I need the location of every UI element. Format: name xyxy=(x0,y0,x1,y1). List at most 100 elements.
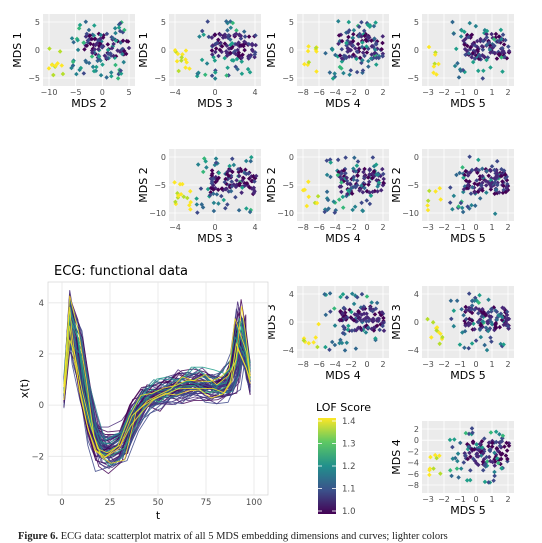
y-tick-label: −10 xyxy=(277,209,294,218)
scatter-point xyxy=(120,51,125,57)
x-tick-label: 0 xyxy=(473,88,478,97)
scatter-point xyxy=(467,179,472,184)
scatter-point xyxy=(480,188,485,193)
scatter-point xyxy=(323,312,329,318)
scatter-point xyxy=(332,306,337,311)
x-tick-label: 1 xyxy=(489,495,494,504)
scatter-point xyxy=(92,36,98,41)
scatter-point xyxy=(480,319,486,324)
scatter-point xyxy=(433,189,438,194)
scatter-point xyxy=(374,300,380,306)
scatter-point xyxy=(324,172,330,178)
scatter-point xyxy=(249,47,255,52)
scatter-point xyxy=(344,295,350,300)
scatter-point xyxy=(204,61,210,66)
scatter-panel-p14: −8 −6 −4 −2 0 2 5 0 −5 MDS 4 MDS 1 xyxy=(265,14,389,110)
scatter-point xyxy=(494,56,500,61)
scatter-point xyxy=(364,44,369,49)
scatter-point xyxy=(209,35,215,40)
y-tick-label: 0 xyxy=(39,401,44,411)
scatter-point xyxy=(469,303,475,308)
scatter-points xyxy=(427,426,512,485)
scatter-point xyxy=(349,291,355,297)
scatter-point xyxy=(469,202,474,208)
scatter-point xyxy=(100,62,105,67)
scatter-point xyxy=(437,341,442,347)
x-tick-label: 2 xyxy=(505,88,510,97)
y-axis-label: MDS 1 xyxy=(137,32,150,67)
scatter-point xyxy=(491,43,497,48)
x-tick-label: 0 xyxy=(473,360,478,369)
scatter-point xyxy=(78,65,84,71)
scatter-points xyxy=(46,19,132,81)
y-tick-label: 5 xyxy=(35,18,40,27)
scatter-point xyxy=(331,199,336,204)
scatter-point xyxy=(505,456,510,462)
scatter-point xyxy=(232,32,237,38)
scatter-point xyxy=(480,166,485,172)
scatter-point xyxy=(349,309,354,315)
y-tick-label: −8 xyxy=(407,481,419,490)
scatter-point xyxy=(376,316,382,322)
scatter-point xyxy=(356,309,361,314)
x-tick-label: 0 xyxy=(473,223,478,232)
caption-text: ECG data: scatterplot matrix of all 5 MD… xyxy=(60,531,448,542)
scatter-point xyxy=(125,39,131,44)
x-tick-label: −1 xyxy=(454,223,466,232)
scatter-point xyxy=(234,56,240,62)
scatter-point xyxy=(332,342,338,348)
scatter-point xyxy=(242,39,247,45)
y-tick-label: 0 xyxy=(289,318,294,327)
x-axis-label: MDS 4 xyxy=(325,97,360,110)
scatter-point xyxy=(205,19,210,24)
scatter-point xyxy=(486,480,491,485)
scatter-point xyxy=(342,348,348,353)
scatter-point xyxy=(237,32,242,37)
scatter-point xyxy=(492,469,497,475)
scatter-point xyxy=(212,32,218,38)
scatter-point xyxy=(492,191,497,197)
scatter-point xyxy=(476,310,481,316)
scatter-point xyxy=(374,323,380,329)
scatter-point xyxy=(341,324,346,329)
scatter-point xyxy=(467,321,473,327)
scatter-point xyxy=(59,63,65,68)
scatter-points xyxy=(172,19,258,81)
scatter-point xyxy=(99,44,105,49)
scatter-point xyxy=(461,175,466,180)
scatter-point xyxy=(302,61,307,67)
scatter-point xyxy=(497,443,503,449)
scatter-point xyxy=(91,68,97,74)
scatter-point xyxy=(427,472,432,478)
scatter-point xyxy=(108,51,113,56)
scatter-point xyxy=(362,185,367,191)
scatter-point xyxy=(241,43,246,49)
scatter-point xyxy=(339,317,344,323)
scatter-point xyxy=(477,292,482,298)
scatter-point xyxy=(496,313,501,318)
lof-legend: LOF Score 1.4 1.3 1.2 1.1 1.0 xyxy=(316,401,371,517)
x-tick-label: −6 xyxy=(313,360,325,369)
scatter-point xyxy=(229,58,235,63)
scatter-point xyxy=(464,478,470,483)
x-tick-label: 2 xyxy=(380,360,385,369)
scatter-point xyxy=(468,468,473,473)
x-axis-label: MDS 5 xyxy=(450,232,485,245)
x-tick-label: −4 xyxy=(169,223,181,232)
scatter-point xyxy=(355,295,360,300)
scatter-point xyxy=(370,155,376,160)
scatter-point xyxy=(469,307,474,312)
scatter-point xyxy=(494,159,500,164)
scatter-point xyxy=(348,182,353,187)
scatter-point xyxy=(359,312,364,318)
scatter-point xyxy=(313,45,319,51)
scatter-point xyxy=(473,203,478,208)
scatter-point xyxy=(470,430,475,436)
scatter-point xyxy=(75,38,80,43)
scatter-point xyxy=(470,440,476,446)
y-tick-label: 0 xyxy=(414,318,419,327)
y-tick-label: 5 xyxy=(414,18,419,27)
scatter-point xyxy=(482,342,487,348)
scatter-point xyxy=(504,448,510,453)
scatter-point xyxy=(455,451,461,456)
